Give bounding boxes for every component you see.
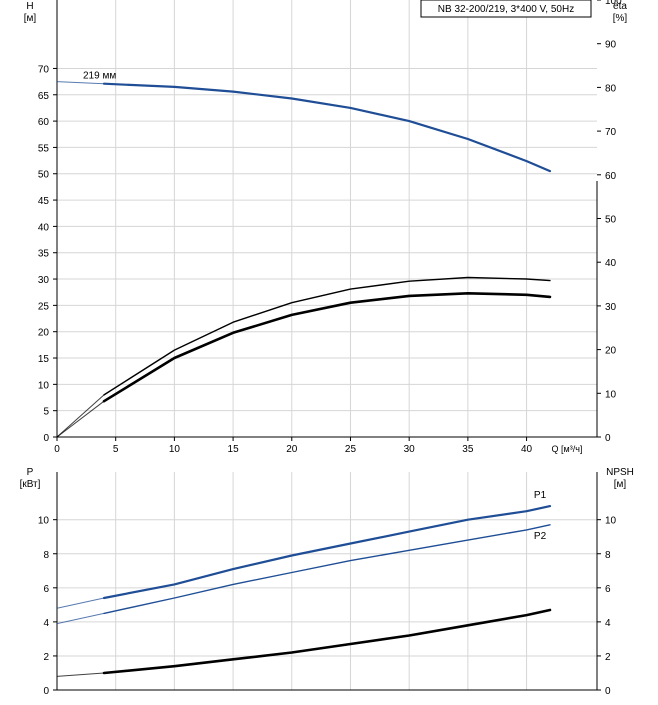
top-left-tick-label: 40 bbox=[38, 222, 50, 233]
top-left-tick-label: 45 bbox=[38, 196, 50, 207]
top-left-tick-label: 20 bbox=[38, 328, 50, 339]
x-axis-tick-label: 35 bbox=[462, 444, 474, 455]
top-right-tick-label: 10 bbox=[605, 389, 617, 400]
top-series-0-line bbox=[102, 82, 552, 173]
x-axis-tick-label: 40 bbox=[521, 444, 533, 455]
bottom-left-tick-label: 6 bbox=[43, 584, 49, 595]
x-axis-tick-label: 25 bbox=[345, 444, 357, 455]
top-series-0-extension bbox=[56, 81, 105, 85]
top-right-tick-label: 40 bbox=[605, 258, 617, 269]
bottom-series-1-line bbox=[103, 524, 551, 615]
top-left-tick-label: 30 bbox=[38, 275, 50, 286]
top-right-tick-label: 90 bbox=[605, 40, 617, 51]
x-axis-tick-label: 15 bbox=[228, 444, 240, 455]
bottom-series-0-line bbox=[102, 505, 552, 600]
bottom-series-label-p1: P1 bbox=[534, 490, 547, 501]
top-right-tick-label: 30 bbox=[605, 302, 617, 313]
top-left-tick-label: 50 bbox=[38, 170, 50, 181]
bottom-left-axis-unit: [кВт] bbox=[20, 479, 41, 490]
top-left-tick-label: 70 bbox=[38, 64, 50, 75]
top-series-1-extension bbox=[56, 394, 105, 438]
bottom-left-axis-title: P bbox=[27, 467, 34, 478]
bottom-series-label-p2: P2 bbox=[534, 531, 547, 542]
x-axis-tick-label: 0 bbox=[54, 444, 60, 455]
impeller-diameter-label: 219 мм bbox=[83, 71, 116, 82]
bottom-right-tick-label: 6 bbox=[605, 584, 611, 595]
x-axis-tick-label: 20 bbox=[286, 444, 298, 455]
top-left-tick-label: 55 bbox=[38, 143, 50, 154]
bottom-left-tick-label: 4 bbox=[43, 618, 49, 629]
top-left-tick-label: 0 bbox=[43, 433, 49, 444]
top-right-axis-unit: [%] bbox=[613, 13, 628, 24]
x-axis-title: Q [м³/ч] bbox=[552, 444, 583, 454]
bottom-right-tick-label: 10 bbox=[605, 516, 617, 527]
bottom-left-tick-label: 8 bbox=[43, 550, 49, 561]
top-right-axis-title: eta bbox=[613, 1, 627, 12]
top-left-tick-label: 15 bbox=[38, 354, 50, 365]
top-left-tick-label: 25 bbox=[38, 301, 50, 312]
top-left-tick-label: 60 bbox=[38, 117, 50, 128]
bottom-left-tick-label: 10 bbox=[38, 516, 50, 527]
bottom-series-0-extension bbox=[56, 597, 105, 609]
top-right-tick-label: 50 bbox=[605, 215, 617, 226]
bottom-left-tick-label: 2 bbox=[43, 652, 49, 663]
top-series-2-extension bbox=[56, 400, 105, 438]
bottom-right-axis-title: NPSH bbox=[606, 467, 634, 478]
top-series-2-line bbox=[102, 291, 552, 403]
top-right-tick-label: 80 bbox=[605, 83, 617, 94]
bottom-right-axis-unit: [м] bbox=[614, 479, 627, 490]
bottom-series-2-line bbox=[102, 608, 552, 675]
bottom-right-tick-label: 8 bbox=[605, 550, 611, 561]
x-axis-tick-label: 10 bbox=[169, 444, 181, 455]
x-axis-tick-label: 5 bbox=[113, 444, 119, 455]
top-series-1-line bbox=[103, 276, 551, 396]
top-left-tick-label: 35 bbox=[38, 249, 50, 260]
bottom-left-tick-label: 0 bbox=[43, 686, 49, 697]
top-right-tick-label: 70 bbox=[605, 127, 617, 138]
x-axis-tick-label: 30 bbox=[404, 444, 416, 455]
title-box bbox=[420, 0, 592, 18]
bottom-right-tick-label: 2 bbox=[605, 652, 611, 663]
top-left-axis-unit: [м] bbox=[24, 13, 37, 24]
bottom-series-1-extension bbox=[56, 612, 105, 625]
chart-title: NB 32-200/219, 3*400 V, 50Hz bbox=[438, 4, 574, 15]
top-left-tick-label: 10 bbox=[38, 380, 50, 391]
top-right-tick-label: 100 bbox=[605, 0, 622, 7]
bottom-right-tick-label: 0 bbox=[605, 686, 611, 697]
top-right-tick-label: 0 bbox=[605, 433, 611, 444]
top-left-axis-title: H bbox=[26, 1, 33, 12]
top-right-tick-label: 20 bbox=[605, 346, 617, 357]
bottom-right-tick-label: 4 bbox=[605, 618, 611, 629]
bottom-series-2-extension bbox=[56, 672, 105, 677]
top-right-tick-label: 60 bbox=[605, 171, 617, 182]
top-left-tick-label: 65 bbox=[38, 91, 50, 102]
top-left-tick-label: 5 bbox=[43, 407, 49, 418]
